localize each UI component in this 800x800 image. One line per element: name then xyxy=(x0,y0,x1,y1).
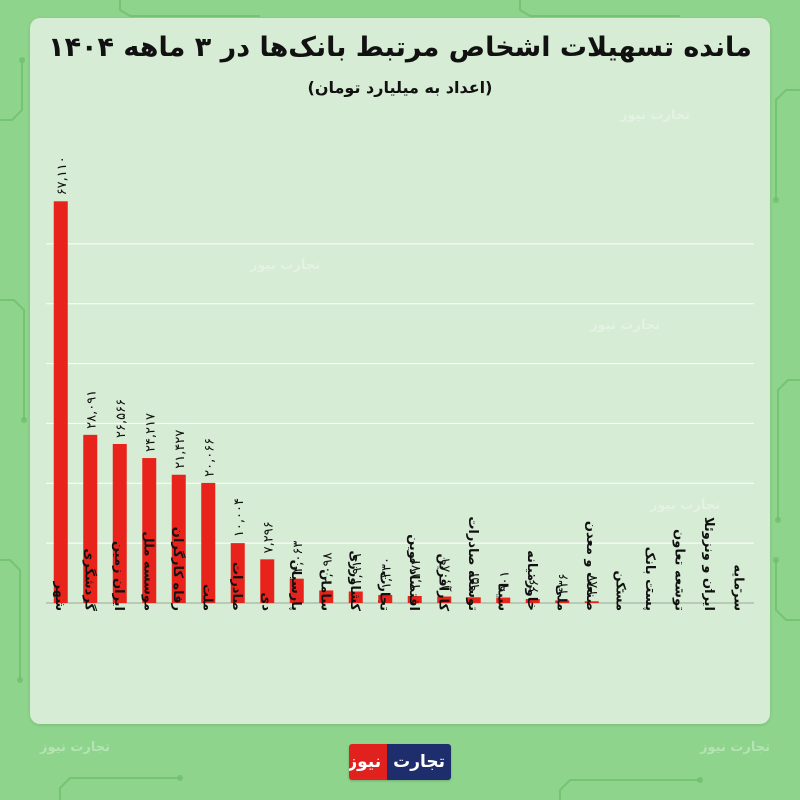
data-label: ۱,۹۱۹ xyxy=(350,553,365,585)
category-label: سامان xyxy=(317,569,332,611)
bar xyxy=(378,595,393,603)
data-label: ۲۸۷ xyxy=(586,574,601,595)
category-label: صادرات xyxy=(229,562,244,611)
chart-card: مانده تسهیلات اشخاص مرتبط بانک‌ها در ۳ م… xyxy=(30,18,770,724)
bar xyxy=(496,597,511,603)
data-label: ۹۰۱ xyxy=(497,571,512,592)
data-label: ۱,۰۸۹ xyxy=(438,558,453,590)
bar xyxy=(407,595,422,603)
category-label: صنعت و معدن xyxy=(583,521,598,611)
data-label: ۲۰,۰۶۶ xyxy=(202,438,217,477)
category-label: تجارت xyxy=(376,571,391,611)
bar xyxy=(171,474,186,603)
data-label: ۱۰,۰۰۴ xyxy=(232,498,247,537)
data-label: - xyxy=(733,588,748,593)
data-label: ۶۷,۱۱۰ xyxy=(55,156,70,195)
data-label: - xyxy=(674,588,689,593)
bar xyxy=(584,601,599,603)
data-label: ۱,۱۷۲ xyxy=(409,558,424,590)
category-label: رفاه کارگران xyxy=(170,527,186,611)
category-label: دی xyxy=(258,592,273,611)
bar xyxy=(555,600,570,603)
category-label: مسکن xyxy=(612,570,627,611)
bar xyxy=(53,201,68,604)
data-label: ۴۳۶ xyxy=(556,573,571,594)
bar xyxy=(437,596,452,603)
category-label: شهر xyxy=(52,581,67,611)
bar xyxy=(319,590,334,603)
category-label: ایران و ونزوئلا xyxy=(701,517,716,611)
data-label: ۹۵۲ xyxy=(468,570,483,591)
bar xyxy=(230,543,245,603)
category-label: اقتصاد نوین xyxy=(406,534,421,611)
category-label: ملت xyxy=(199,584,214,611)
category-label: پست بانک xyxy=(642,547,657,611)
brand-logo: تجارت نیوز xyxy=(349,744,451,780)
bar-chart: ۶۷,۱۱۰ شهر ۲۸,۰۹۱ گردشگری ۲۶,۵۶۶ ایران زمین ۲۴… xyxy=(46,156,754,611)
data-label: ۱,۳۳۰ xyxy=(379,557,394,589)
category-label: توسعه صادرات xyxy=(465,516,480,611)
data-label: ۶۶۰ xyxy=(527,572,542,593)
bar xyxy=(466,597,481,603)
logo-part-1: تجارت xyxy=(387,744,451,780)
data-label: - xyxy=(704,588,719,593)
logo-part-2: نیوز xyxy=(349,744,388,780)
data-label: ۲۱,۴۲۷ xyxy=(173,430,188,469)
bar xyxy=(348,591,363,603)
category-label: توسعه تعاون xyxy=(671,529,686,611)
category-label: پارسیان xyxy=(288,560,303,611)
bar xyxy=(525,599,540,603)
data-label: ۲۸,۰۹۱ xyxy=(84,390,99,429)
chart-subtitle: (اعداد به میلیارد تومان) xyxy=(307,78,493,97)
chart-title: مانده تسهیلات اشخاص مرتبط بانک‌ها در ۳ م… xyxy=(48,32,752,63)
category-label: موسسه ملل xyxy=(140,531,155,611)
data-label: ۲,۰۹۸ xyxy=(320,552,335,584)
data-label: - xyxy=(645,588,660,593)
bar xyxy=(112,443,127,603)
category-label: خاورمیانه xyxy=(524,550,539,611)
bar xyxy=(142,458,157,603)
data-label: - xyxy=(615,588,630,593)
category-label: کارآفرین xyxy=(435,553,452,611)
category-label: سینا xyxy=(494,583,509,611)
category-label: ملی xyxy=(553,584,568,611)
category-label: کشاورزی xyxy=(347,550,362,611)
data-label: ۴,۰۶۳ xyxy=(291,541,306,573)
data-label: ۷,۲۹۶ xyxy=(261,521,276,553)
bar xyxy=(260,559,275,603)
category-label: ایران زمین xyxy=(111,541,126,611)
bar xyxy=(201,482,216,603)
data-label: ۲۴,۲۱۷ xyxy=(143,413,158,452)
data-label: ۲۶,۵۶۶ xyxy=(114,399,129,438)
bar xyxy=(83,434,98,603)
bar xyxy=(289,578,304,603)
category-label: سرمایه xyxy=(730,564,745,611)
category-label: گردشگری xyxy=(81,548,97,611)
